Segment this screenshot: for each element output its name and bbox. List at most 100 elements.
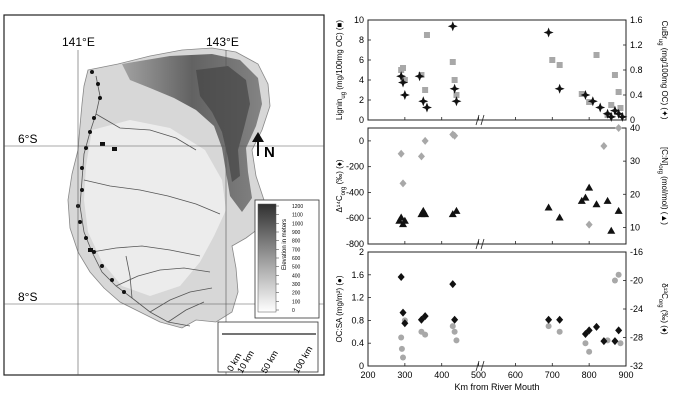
- data-point: [549, 57, 556, 63]
- y-axis-label-unit: (mg/100mg OC) (■): [335, 20, 344, 92]
- north-label: N: [264, 144, 275, 161]
- data-point: [556, 328, 563, 335]
- y-right-tick-label: 40: [630, 123, 640, 133]
- y-right-axis-label-sub: org: [657, 165, 663, 174]
- y-right-tick-label: 30: [630, 156, 640, 166]
- y-axis-label-unit: (‰) (♦): [335, 159, 344, 187]
- data-point: [414, 71, 425, 82]
- data-point: [449, 323, 456, 330]
- lon-label: 143°E: [206, 35, 239, 49]
- elevation-tick-label: 800: [292, 239, 301, 245]
- data-point: [399, 90, 410, 100]
- data-point: [617, 105, 624, 111]
- series-diamond: [397, 124, 623, 229]
- x-tick-label: 500: [471, 370, 486, 380]
- x-tick-label: 300: [397, 370, 412, 380]
- elevation-tick-label: 1100: [292, 213, 303, 219]
- y-right-axis-label: δ¹³Corg (‰) (♦): [657, 283, 669, 335]
- y-right-tick-label: 10: [630, 222, 640, 232]
- data-point: [580, 90, 591, 100]
- y-tick-label: 0: [359, 115, 364, 125]
- series-plus: [396, 21, 628, 122]
- data-point: [418, 96, 429, 107]
- elevation-tick-label: 300: [292, 282, 301, 288]
- series-diamond: [397, 272, 623, 346]
- y-tick-label: -200: [346, 162, 364, 172]
- data-point: [400, 65, 407, 71]
- data-point: [452, 206, 461, 214]
- y-tick-label: 10: [354, 15, 364, 25]
- data-point: [397, 213, 406, 221]
- y-axis-label: Ligninug (mg/100mg OC) (■): [335, 20, 347, 120]
- y-tick-label: 0: [359, 136, 364, 146]
- data-point: [449, 280, 457, 289]
- data-point: [399, 179, 407, 188]
- lowland: [84, 120, 226, 296]
- y-right-tick-label: -16: [630, 247, 643, 257]
- data-point: [606, 111, 617, 122]
- data-point: [608, 102, 615, 108]
- data-point: [607, 226, 616, 234]
- y-right-axis-label-main: [C:N]: [660, 147, 669, 165]
- data-point: [593, 52, 600, 58]
- data-point: [400, 354, 407, 361]
- y-axis-label: OC:SA (mg/m²) (●): [335, 275, 344, 342]
- data-point: [451, 96, 462, 107]
- data-point: [578, 91, 585, 97]
- data-point: [401, 319, 409, 328]
- data-point: [614, 206, 623, 214]
- data-point: [399, 308, 407, 317]
- data-point: [617, 340, 624, 347]
- data-point: [617, 111, 628, 122]
- y-right-tick-label: -24: [630, 304, 643, 314]
- data-point: [449, 83, 460, 94]
- data-point: [544, 203, 553, 211]
- elevation-tick-label: 500: [292, 265, 301, 271]
- y-tick-label: 1.2: [351, 293, 364, 303]
- y-tick-label: -400: [346, 187, 364, 197]
- graticule: [4, 50, 324, 375]
- data-point: [423, 32, 430, 38]
- data-point: [595, 102, 606, 113]
- y-right-axis-label-main: CuBr: [660, 21, 669, 40]
- x-axis-label: Km from River Mouth: [454, 382, 539, 392]
- data-point: [421, 102, 432, 113]
- data-point: [421, 136, 429, 145]
- data-point: [603, 196, 612, 204]
- data-point: [451, 131, 459, 140]
- y-tick-label: -800: [346, 239, 364, 249]
- y-right-tick-label: -28: [630, 333, 643, 343]
- elevation-tick-label: 0: [292, 308, 295, 314]
- y-tick-label: 2: [359, 247, 364, 257]
- chart-panel-bottom: 0 0.4 0.8 1.2 1.6 2 -16 -20 -24 -28 -32 200 300 400 50…: [335, 247, 669, 392]
- data-point: [586, 99, 593, 105]
- y-right-tick-label: 20: [630, 189, 640, 199]
- elevation-tick-label: 1000: [292, 221, 303, 227]
- high-peaks: [196, 66, 250, 182]
- data-point: [585, 220, 593, 229]
- data-point: [422, 331, 429, 338]
- data-point: [615, 271, 622, 278]
- lon-label: 141°E: [62, 35, 95, 49]
- data-point: [611, 337, 619, 346]
- data-point: [449, 59, 456, 65]
- elevation-legend: Elevation in meters 12001100100090080070…: [254, 199, 320, 319]
- axis-break: [475, 114, 485, 126]
- data-point: [615, 326, 623, 335]
- data-point: [611, 72, 618, 78]
- x-tick-label: 700: [545, 370, 560, 380]
- x-tick-label: 200: [360, 370, 375, 380]
- y-right-axis-label-sub: ug: [657, 39, 663, 46]
- axis-break: [475, 238, 485, 250]
- y-right-axis-label-unit: (mol/mol) (▲): [660, 174, 669, 225]
- data-point: [545, 323, 552, 330]
- data-point: [585, 326, 593, 335]
- data-point: [545, 315, 553, 324]
- data-point: [417, 152, 425, 161]
- x-tick-label: 800: [582, 370, 597, 380]
- x-tick-label: 400: [434, 370, 449, 380]
- data-point: [600, 142, 608, 151]
- lat-label: 8°S: [18, 290, 37, 304]
- elevation-tick-label: 100: [292, 299, 301, 305]
